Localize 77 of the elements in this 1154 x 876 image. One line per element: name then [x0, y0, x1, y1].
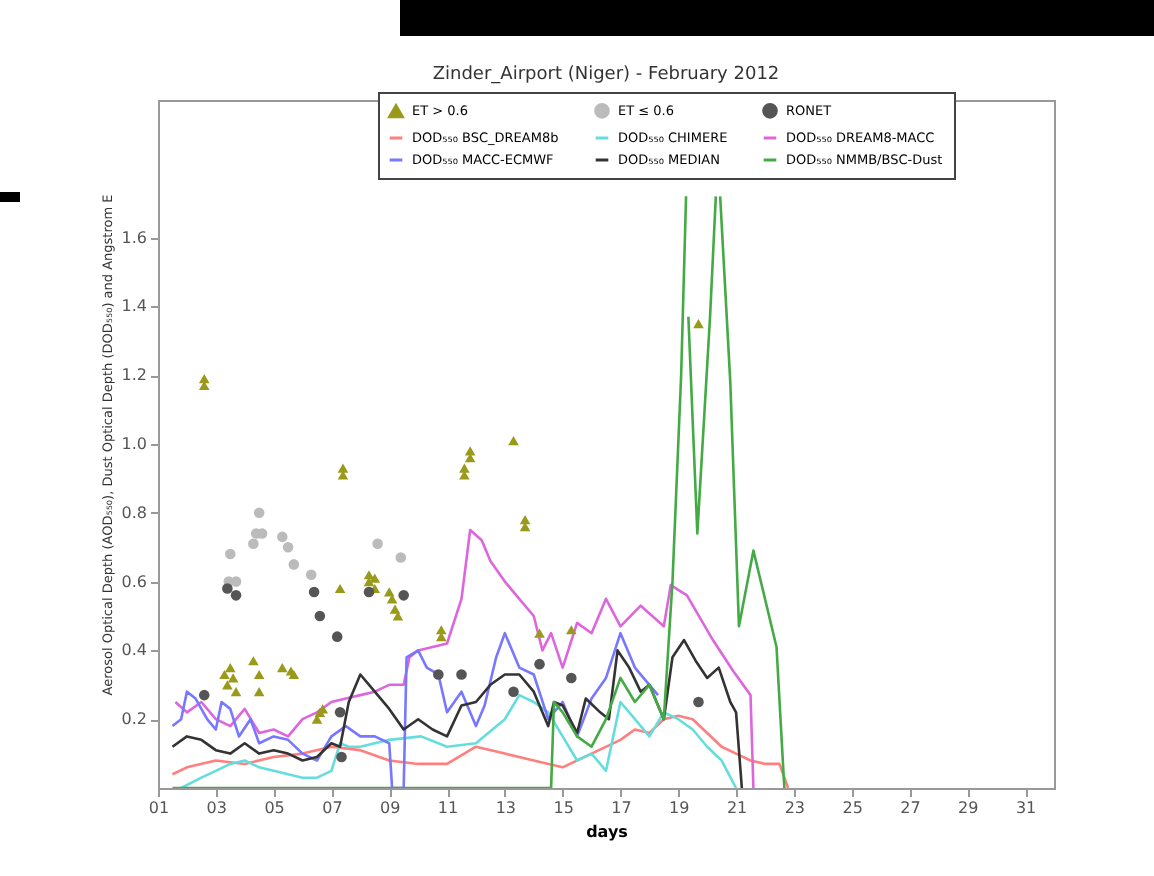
x-tick-label: 09	[380, 799, 401, 817]
point	[253, 669, 265, 680]
y-tick-label: 0.8	[121, 503, 147, 522]
x-tick-label: 21	[726, 799, 748, 817]
point	[230, 590, 242, 601]
line-series	[171, 714, 790, 788]
point	[398, 590, 409, 601]
point	[372, 538, 383, 550]
point	[198, 374, 210, 384]
point	[308, 586, 320, 598]
line-series	[174, 528, 755, 788]
x-axis-title: days	[586, 823, 629, 841]
point	[248, 656, 259, 666]
point	[508, 686, 519, 697]
point	[693, 319, 704, 329]
x-tick-label: 05	[264, 799, 285, 817]
point	[282, 541, 294, 553]
point	[337, 463, 349, 473]
x-tick-label: 03	[206, 799, 227, 817]
point	[314, 610, 326, 622]
point	[693, 696, 704, 708]
y-tick-label: 0.6	[121, 572, 147, 591]
point	[224, 663, 236, 673]
x-tick-label: 19	[669, 799, 690, 817]
point	[198, 689, 210, 701]
point	[219, 669, 230, 680]
y-tick-label: 0.2	[121, 710, 147, 729]
point	[253, 507, 265, 519]
point	[222, 680, 233, 690]
x-tick-label: 13	[495, 799, 517, 817]
point	[459, 463, 470, 473]
x-tick-label: 07	[322, 799, 343, 817]
x-tick-label: 15	[553, 799, 574, 817]
y-tick-label: 1.2	[121, 366, 147, 385]
point	[456, 669, 467, 680]
y-tick-label: 1.0	[121, 435, 147, 453]
x-tick-label: 01	[148, 799, 170, 817]
point	[508, 435, 519, 446]
point	[224, 548, 236, 560]
x-tick-label: 25	[842, 799, 863, 817]
point	[534, 628, 545, 638]
point	[336, 751, 347, 763]
point	[288, 559, 300, 570]
point	[534, 658, 545, 670]
point	[276, 531, 288, 543]
point	[230, 687, 242, 697]
point	[389, 604, 401, 614]
x-tick-label: 29	[958, 799, 979, 817]
chart-title: Zinder_Airport (Niger) - February 2012	[432, 65, 780, 85]
point	[566, 672, 577, 684]
line-series	[171, 631, 660, 788]
point	[435, 625, 447, 635]
y-tick-label: 1.6	[121, 228, 147, 247]
point	[433, 669, 444, 680]
x-tick-label: 27	[900, 799, 921, 817]
point	[395, 552, 407, 563]
point	[248, 538, 259, 550]
x-tick-label: 31	[1015, 799, 1037, 817]
point	[464, 446, 476, 456]
point	[519, 515, 531, 525]
point	[334, 583, 346, 594]
point	[222, 583, 233, 594]
x-tick-label: 17	[611, 799, 632, 817]
point	[383, 587, 395, 597]
point	[566, 625, 577, 635]
point	[253, 687, 265, 697]
x-tick-label: 11	[437, 799, 459, 817]
point	[334, 707, 346, 718]
point	[276, 663, 288, 673]
point	[363, 586, 375, 598]
point	[305, 569, 317, 580]
y-tick-label: 0.4	[121, 641, 147, 660]
point	[331, 631, 343, 642]
x-tick-label: 23	[784, 799, 806, 817]
y-tick-label: 1.4	[121, 297, 147, 316]
point	[227, 673, 239, 683]
line-series	[171, 638, 744, 788]
